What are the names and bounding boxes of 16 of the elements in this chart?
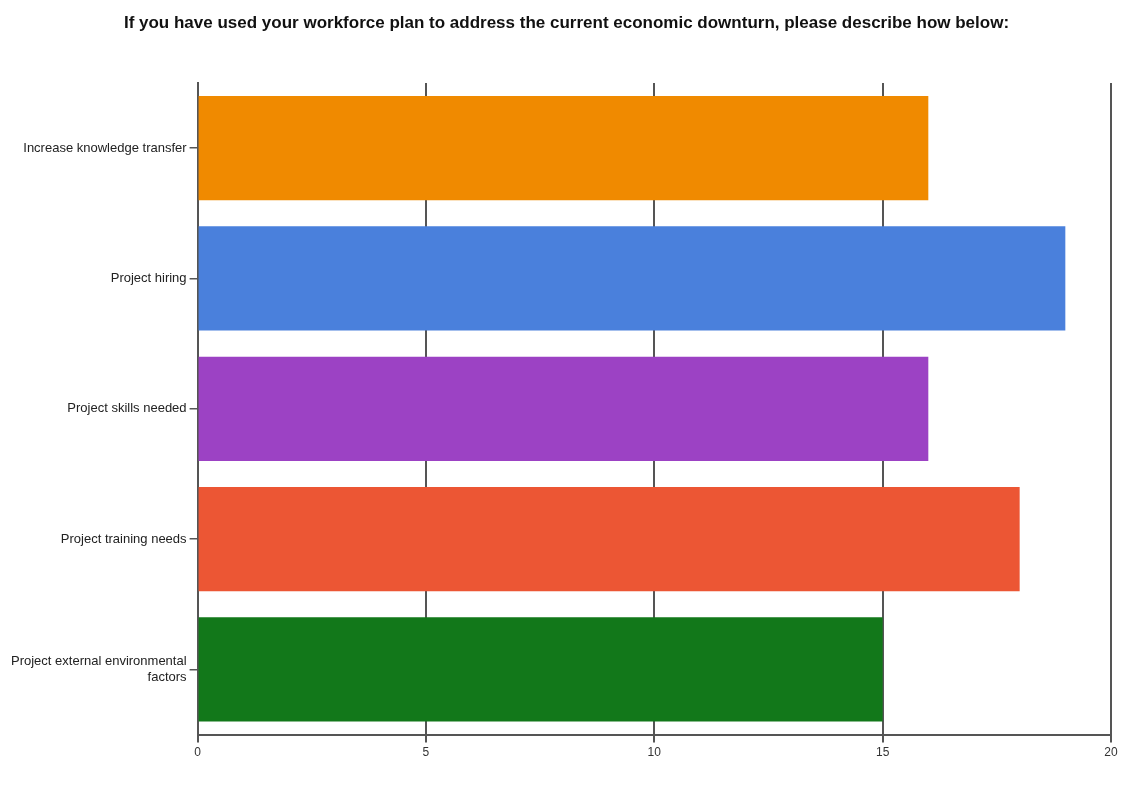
y-tick-label: Project skills needed [67, 400, 187, 416]
bar [198, 226, 1066, 331]
x-tick-label: 15 [875, 745, 890, 760]
bar [198, 486, 1020, 592]
x-tick-label: 0 [194, 745, 202, 760]
y-tick-label: Project training needs [60, 530, 188, 546]
x-tick-label: 5 [422, 745, 430, 760]
bar [198, 96, 929, 201]
x-tick-label: 10 [647, 745, 662, 760]
bar [198, 356, 929, 461]
y-tick-label: Project external environmental factors [11, 653, 188, 684]
y-tick-label: Increase knowledge transfer [23, 139, 188, 155]
x-tick-label: 20 [1104, 745, 1118, 760]
y-tick-label: Project hiring [110, 270, 187, 286]
bar [198, 617, 883, 722]
chart-title: If you have used your workforce plan to address the current economic downturn, please describe how below: [122, 12, 1011, 33]
